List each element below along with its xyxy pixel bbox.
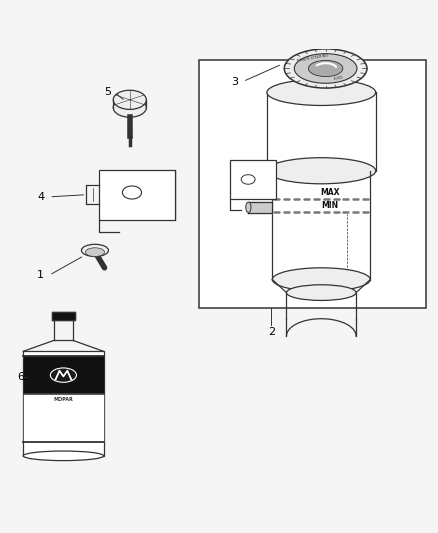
Ellipse shape: [246, 202, 251, 213]
Text: 6: 6: [18, 373, 25, 383]
Ellipse shape: [272, 268, 370, 292]
Ellipse shape: [286, 285, 356, 301]
Text: MIN: MIN: [321, 201, 339, 210]
Ellipse shape: [308, 60, 343, 77]
Polygon shape: [24, 394, 103, 442]
Ellipse shape: [267, 79, 376, 106]
Ellipse shape: [267, 158, 376, 184]
Text: MAX: MAX: [320, 188, 340, 197]
Ellipse shape: [284, 49, 367, 88]
Text: 1: 1: [37, 270, 44, 280]
Polygon shape: [248, 202, 272, 213]
Bar: [230, 160, 276, 199]
Ellipse shape: [113, 90, 146, 109]
Text: 3: 3: [231, 77, 238, 86]
Ellipse shape: [113, 98, 146, 117]
Text: MOPAR: MOPAR: [53, 397, 73, 402]
Ellipse shape: [50, 368, 77, 382]
Polygon shape: [24, 356, 103, 394]
Text: POWER STEERING: POWER STEERING: [297, 54, 328, 63]
Ellipse shape: [122, 186, 141, 199]
Ellipse shape: [81, 244, 109, 256]
Bar: [199, 60, 426, 308]
Ellipse shape: [241, 175, 255, 184]
Polygon shape: [52, 312, 75, 320]
Text: 5: 5: [105, 87, 112, 98]
Text: 4: 4: [37, 192, 44, 202]
Bar: [99, 169, 176, 220]
Ellipse shape: [23, 451, 104, 461]
Ellipse shape: [294, 54, 357, 83]
Text: 2: 2: [268, 327, 275, 337]
Text: FLUID: FLUID: [333, 75, 344, 81]
Bar: [23, 351, 104, 456]
Ellipse shape: [85, 248, 105, 256]
